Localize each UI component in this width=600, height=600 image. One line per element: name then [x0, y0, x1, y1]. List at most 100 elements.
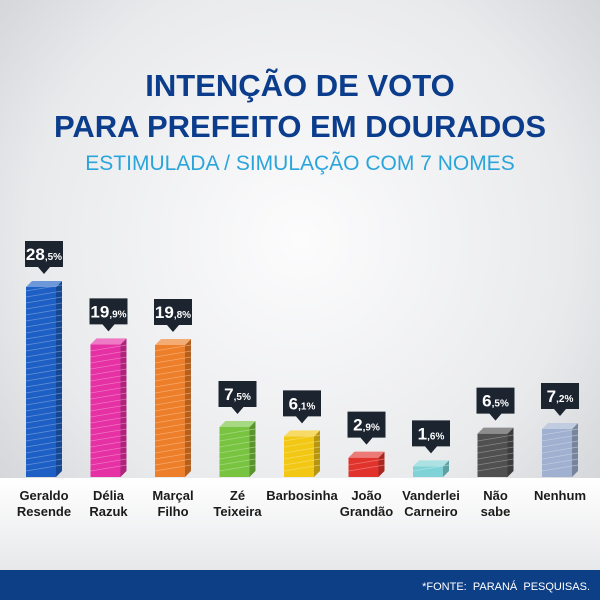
value-decimal: ,2% [556, 394, 573, 405]
value-label-text: 28,5% [26, 245, 62, 264]
bar-top [348, 451, 385, 458]
bar-stripe [154, 416, 192, 424]
bar-front [90, 344, 121, 477]
bar-stripe [90, 404, 127, 412]
value-label-box [25, 241, 63, 274]
bar-stripe [25, 440, 63, 448]
bar-stripe [90, 374, 127, 382]
bar-side [507, 427, 514, 477]
bar-stripe [25, 416, 63, 424]
value-decimal: ,8% [174, 310, 191, 321]
bar-stripe [154, 464, 192, 472]
bar-stripe [90, 362, 127, 370]
category-label: Nenhum [534, 488, 586, 503]
bar-stripe [90, 380, 127, 388]
value-label-text: 7,5% [224, 385, 251, 404]
bar-front [348, 457, 379, 477]
bar [154, 339, 192, 477]
bar-stripe [25, 428, 63, 436]
category-label: Barbosinha [266, 488, 338, 503]
bar-stripe [90, 434, 127, 442]
bar-stripe [25, 446, 63, 454]
bar-stripe [154, 350, 192, 358]
bar-stripe [154, 362, 192, 370]
bar-stripe [283, 434, 321, 442]
category-label-line: Zé [230, 488, 245, 503]
bar-stripe [154, 434, 192, 442]
bar-stripe [477, 458, 514, 466]
bar [283, 430, 321, 477]
value-label-box [347, 411, 386, 445]
bar-top [219, 421, 256, 427]
bar-stripe [25, 332, 63, 340]
bar-side [378, 451, 385, 477]
source-note: *FONTE: PARANÁ PESQUISAS. [422, 580, 590, 593]
bar-stripe [90, 410, 127, 418]
bar-stripe [25, 308, 63, 316]
category-label-line: Filho [157, 504, 188, 519]
bar-stripe [154, 440, 192, 448]
bar-stripe [90, 440, 127, 448]
bar-stripe [283, 464, 321, 472]
category-label-line: Grandão [340, 504, 394, 519]
bar-top [90, 338, 127, 345]
value-integer: 2 [353, 416, 362, 435]
bar-stripe [219, 434, 256, 442]
bar [219, 421, 256, 477]
value-integer: 1 [418, 424, 427, 443]
value-integer: 28 [26, 245, 45, 264]
value-label: 19,8% [154, 299, 192, 332]
value-label-box [89, 298, 128, 332]
bar-stripe [154, 404, 192, 412]
bar-stripe [283, 446, 321, 454]
bar-stripe [90, 446, 127, 454]
bar-stripe [348, 458, 385, 466]
value-label: 6,5% [476, 387, 515, 421]
category-label-line: Resende [17, 504, 71, 519]
bar-stripe [25, 452, 63, 460]
bar-stripe [25, 422, 63, 430]
bar-stripe [219, 440, 256, 448]
value-label-box [154, 299, 192, 332]
bar-stripe [477, 440, 514, 448]
bar-stripe [219, 428, 256, 436]
category-label: Marçal Filho [152, 488, 193, 519]
category-label-line: Razuk [89, 504, 128, 519]
bar-stripe [154, 452, 192, 460]
title-line-1: INTENÇÃO DE VOTO [145, 68, 454, 103]
bar-stripe [25, 344, 63, 352]
bar-top [155, 339, 191, 345]
bar-stripe [477, 446, 514, 454]
bar-stripe [25, 368, 63, 376]
category-label: Zé Teixeira [213, 488, 262, 519]
bar-top [26, 281, 62, 287]
value-label: 6,1% [283, 390, 321, 424]
bar-stripe [25, 404, 63, 412]
category-label-line: sabe [481, 504, 511, 519]
bar-stripe [283, 452, 321, 460]
bar-stripe [154, 398, 192, 406]
value-label-text: 19,8% [155, 303, 191, 322]
value-decimal: ,5% [492, 399, 509, 410]
value-label: 2,9% [347, 411, 386, 445]
bar-stripe [90, 416, 127, 424]
bar-stripe [477, 434, 514, 442]
bar-stripe [541, 434, 579, 442]
subtitle: ESTIMULADA / SIMULAÇÃO COM 7 NOMES [85, 151, 514, 175]
bar-stripe [90, 344, 127, 352]
value-decimal: ,1% [298, 401, 315, 412]
value-decimal: ,5% [45, 252, 62, 263]
bar-stripe [154, 356, 192, 364]
bar-stripe [25, 314, 63, 322]
bar-side [56, 281, 62, 477]
bar-stripe [283, 458, 321, 466]
bar-top [284, 430, 320, 437]
category-label-line: Vanderlei [402, 488, 460, 503]
value-label: 7,2% [541, 383, 579, 416]
value-decimal: ,5% [234, 392, 251, 403]
category-label: Délia Razuk [89, 488, 128, 519]
bar-stripe [541, 428, 579, 436]
bar-stripe [541, 440, 579, 448]
footer-band [0, 570, 600, 600]
